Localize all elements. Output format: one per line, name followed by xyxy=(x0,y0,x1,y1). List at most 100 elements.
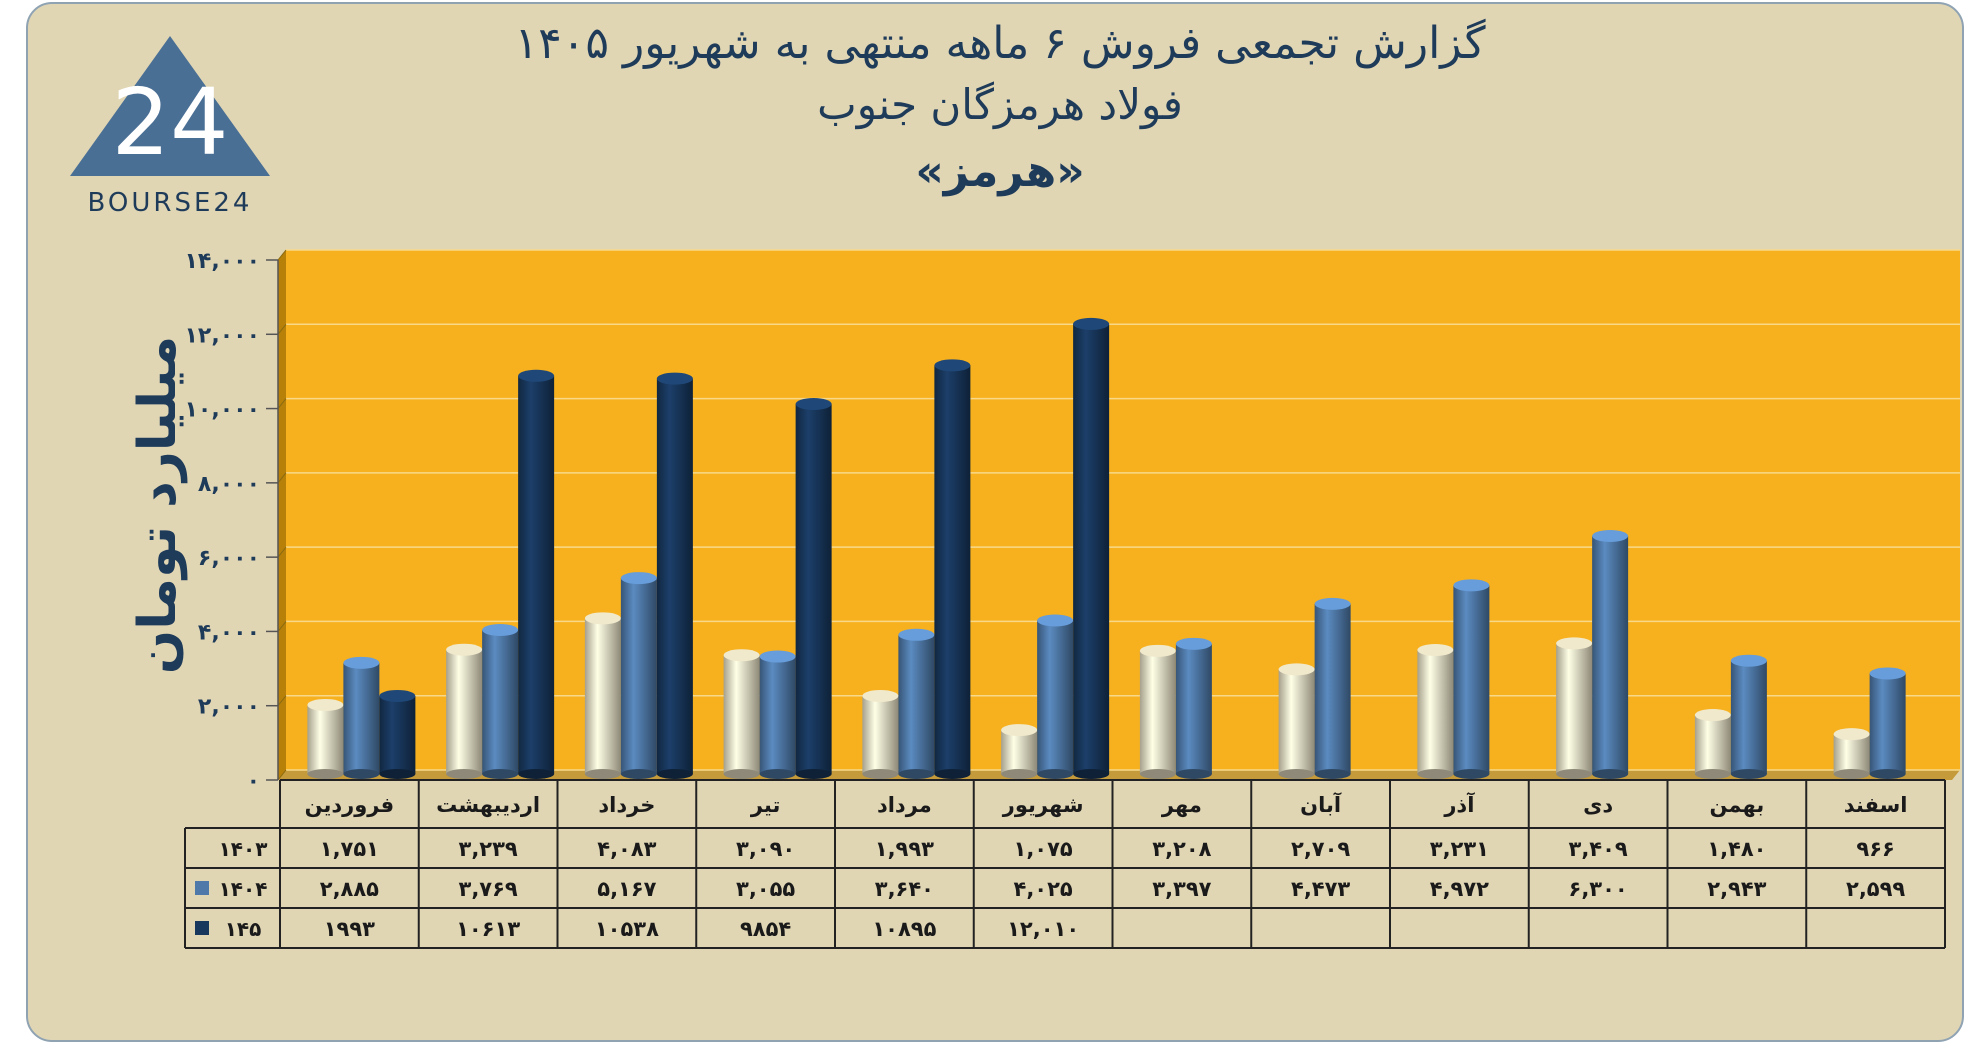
data-label: ۹۶۶ xyxy=(1856,837,1894,861)
bar-1-7 xyxy=(1314,603,1351,774)
bar-1-4 xyxy=(898,634,935,774)
chart-subtitle: فولاد هرمزگان جنوب xyxy=(817,80,1183,129)
bar-2-1 xyxy=(518,375,555,774)
data-label: ۱,۹۹۳ xyxy=(875,837,934,861)
bar-0-9 xyxy=(1556,643,1593,774)
category-label: خرداد xyxy=(598,793,655,817)
gridline-side xyxy=(277,249,287,261)
plot-area xyxy=(286,250,1960,770)
y-tick-label: ۸,۰۰۰ xyxy=(198,472,260,497)
data-label: ۲,۹۴۳ xyxy=(1707,877,1766,901)
category-label: بهمن xyxy=(1710,793,1765,817)
y-tick-label: ۲,۰۰۰ xyxy=(198,695,260,720)
bar-base-1-3 xyxy=(759,769,796,779)
data-label: ۴,۹۷۲ xyxy=(1430,877,1489,901)
y-tick-label: ۱۲,۰۰۰ xyxy=(185,323,261,348)
bar-cap-0-1 xyxy=(446,643,483,656)
bar-cap-2-1 xyxy=(518,369,555,382)
bar-base-0-11 xyxy=(1833,769,1870,779)
bar-0-1 xyxy=(446,649,483,774)
data-label: ۳,۴۰۹ xyxy=(1569,837,1628,861)
data-label: ۳,۲۳۹ xyxy=(459,837,518,861)
bar-cap-0-2 xyxy=(584,612,621,625)
bar-base-1-7 xyxy=(1314,769,1351,779)
bar-0-11 xyxy=(1833,734,1870,774)
bar-cap-0-6 xyxy=(1139,644,1176,657)
bar-1-8 xyxy=(1453,585,1490,774)
category-label: اردیبهشت xyxy=(436,793,540,817)
series-name-0: ۱۴۰۳ xyxy=(219,837,268,861)
bar-cap-1-3 xyxy=(759,650,796,663)
bar-base-2-5 xyxy=(1073,769,1110,779)
bar-base-0-7 xyxy=(1278,769,1315,779)
bar-base-0-4 xyxy=(862,769,899,779)
y-tick-label: ۱۰,۰۰۰ xyxy=(185,398,261,423)
bar-1-0 xyxy=(343,662,380,774)
category-label: اسفند xyxy=(1844,793,1908,817)
bar-base-1-2 xyxy=(620,769,657,779)
bar-cap-0-4 xyxy=(862,689,899,702)
data-label: ۱۲,۰۱۰ xyxy=(1007,917,1079,941)
gridline-side xyxy=(277,769,287,781)
data-label: ۱۰۶۱۳ xyxy=(456,917,520,941)
bar-base-0-10 xyxy=(1694,769,1731,779)
gridline-side xyxy=(277,398,287,409)
category-label: آبان xyxy=(1300,792,1342,817)
bar-base-0-8 xyxy=(1417,769,1454,779)
bar-cap-1-1 xyxy=(482,624,519,637)
bar-base-1-0 xyxy=(343,769,380,779)
bar-0-7 xyxy=(1278,669,1315,774)
gridline-side xyxy=(277,546,287,558)
bar-cap-2-3 xyxy=(795,397,832,410)
bar-2-3 xyxy=(795,403,832,774)
bar-cap-1-4 xyxy=(898,628,935,641)
bar-1-5 xyxy=(1037,620,1074,774)
bar-base-1-6 xyxy=(1175,769,1212,779)
data-label: ۱۰۸۹۵ xyxy=(872,917,936,941)
data-label: ۲,۵۹۹ xyxy=(1846,877,1905,901)
bar-base-0-3 xyxy=(723,769,760,779)
bar-0-5 xyxy=(1001,730,1038,774)
data-label: ۱۰۵۳۸ xyxy=(595,917,659,941)
bar-cap-1-5 xyxy=(1037,614,1074,627)
series-name-2: ۱۴۵ xyxy=(225,917,262,941)
bar-cap-0-9 xyxy=(1556,637,1593,650)
bar-cap-1-8 xyxy=(1453,579,1490,592)
bar-1-11 xyxy=(1869,673,1906,774)
bourse24-logo-icon: 24 xyxy=(70,36,270,176)
bar-0-6 xyxy=(1139,650,1176,774)
bar-base-1-10 xyxy=(1730,769,1767,779)
legend-key-1 xyxy=(195,881,209,895)
data-label: ۱,۰۷۵ xyxy=(1014,837,1073,861)
bar-base-0-1 xyxy=(446,769,483,779)
data-label: ۲,۸۸۵ xyxy=(320,877,379,901)
bar-0-4 xyxy=(862,695,899,774)
bar-base-1-5 xyxy=(1037,769,1074,779)
bar-cap-2-5 xyxy=(1073,317,1110,330)
bar-cap-0-0 xyxy=(307,698,344,711)
bar-cap-1-7 xyxy=(1314,597,1351,610)
category-label: دی xyxy=(1583,793,1613,817)
y-axis-label: میلیارد تومان xyxy=(128,335,188,675)
bar-1-2 xyxy=(620,578,657,774)
bar-2-5 xyxy=(1073,323,1110,774)
data-label: ۴,۰۸۳ xyxy=(597,837,656,861)
bar-cap-1-9 xyxy=(1592,530,1629,542)
y-tick-label: ۰ xyxy=(247,769,260,794)
bar-2-2 xyxy=(656,378,693,774)
category-label: فروردین xyxy=(305,793,395,817)
bar-base-1-8 xyxy=(1453,769,1490,779)
bar-base-0-6 xyxy=(1139,769,1176,779)
category-label: مرداد xyxy=(877,793,932,817)
series-name-1: ۱۴۰۴ xyxy=(219,877,268,901)
data-label: ۳,۷۶۹ xyxy=(459,877,518,901)
bar-cap-0-3 xyxy=(723,649,760,662)
data-label: ۱,۴۸۰ xyxy=(1707,837,1766,861)
bar-cap-2-4 xyxy=(934,359,971,372)
data-label: ۵,۱۶۷ xyxy=(597,877,656,901)
bar-base-2-1 xyxy=(518,769,555,779)
logo-mark: 24 xyxy=(111,69,228,176)
bar-0-2 xyxy=(584,618,621,774)
bar-0-10 xyxy=(1694,715,1731,774)
bar-1-1 xyxy=(482,630,519,774)
